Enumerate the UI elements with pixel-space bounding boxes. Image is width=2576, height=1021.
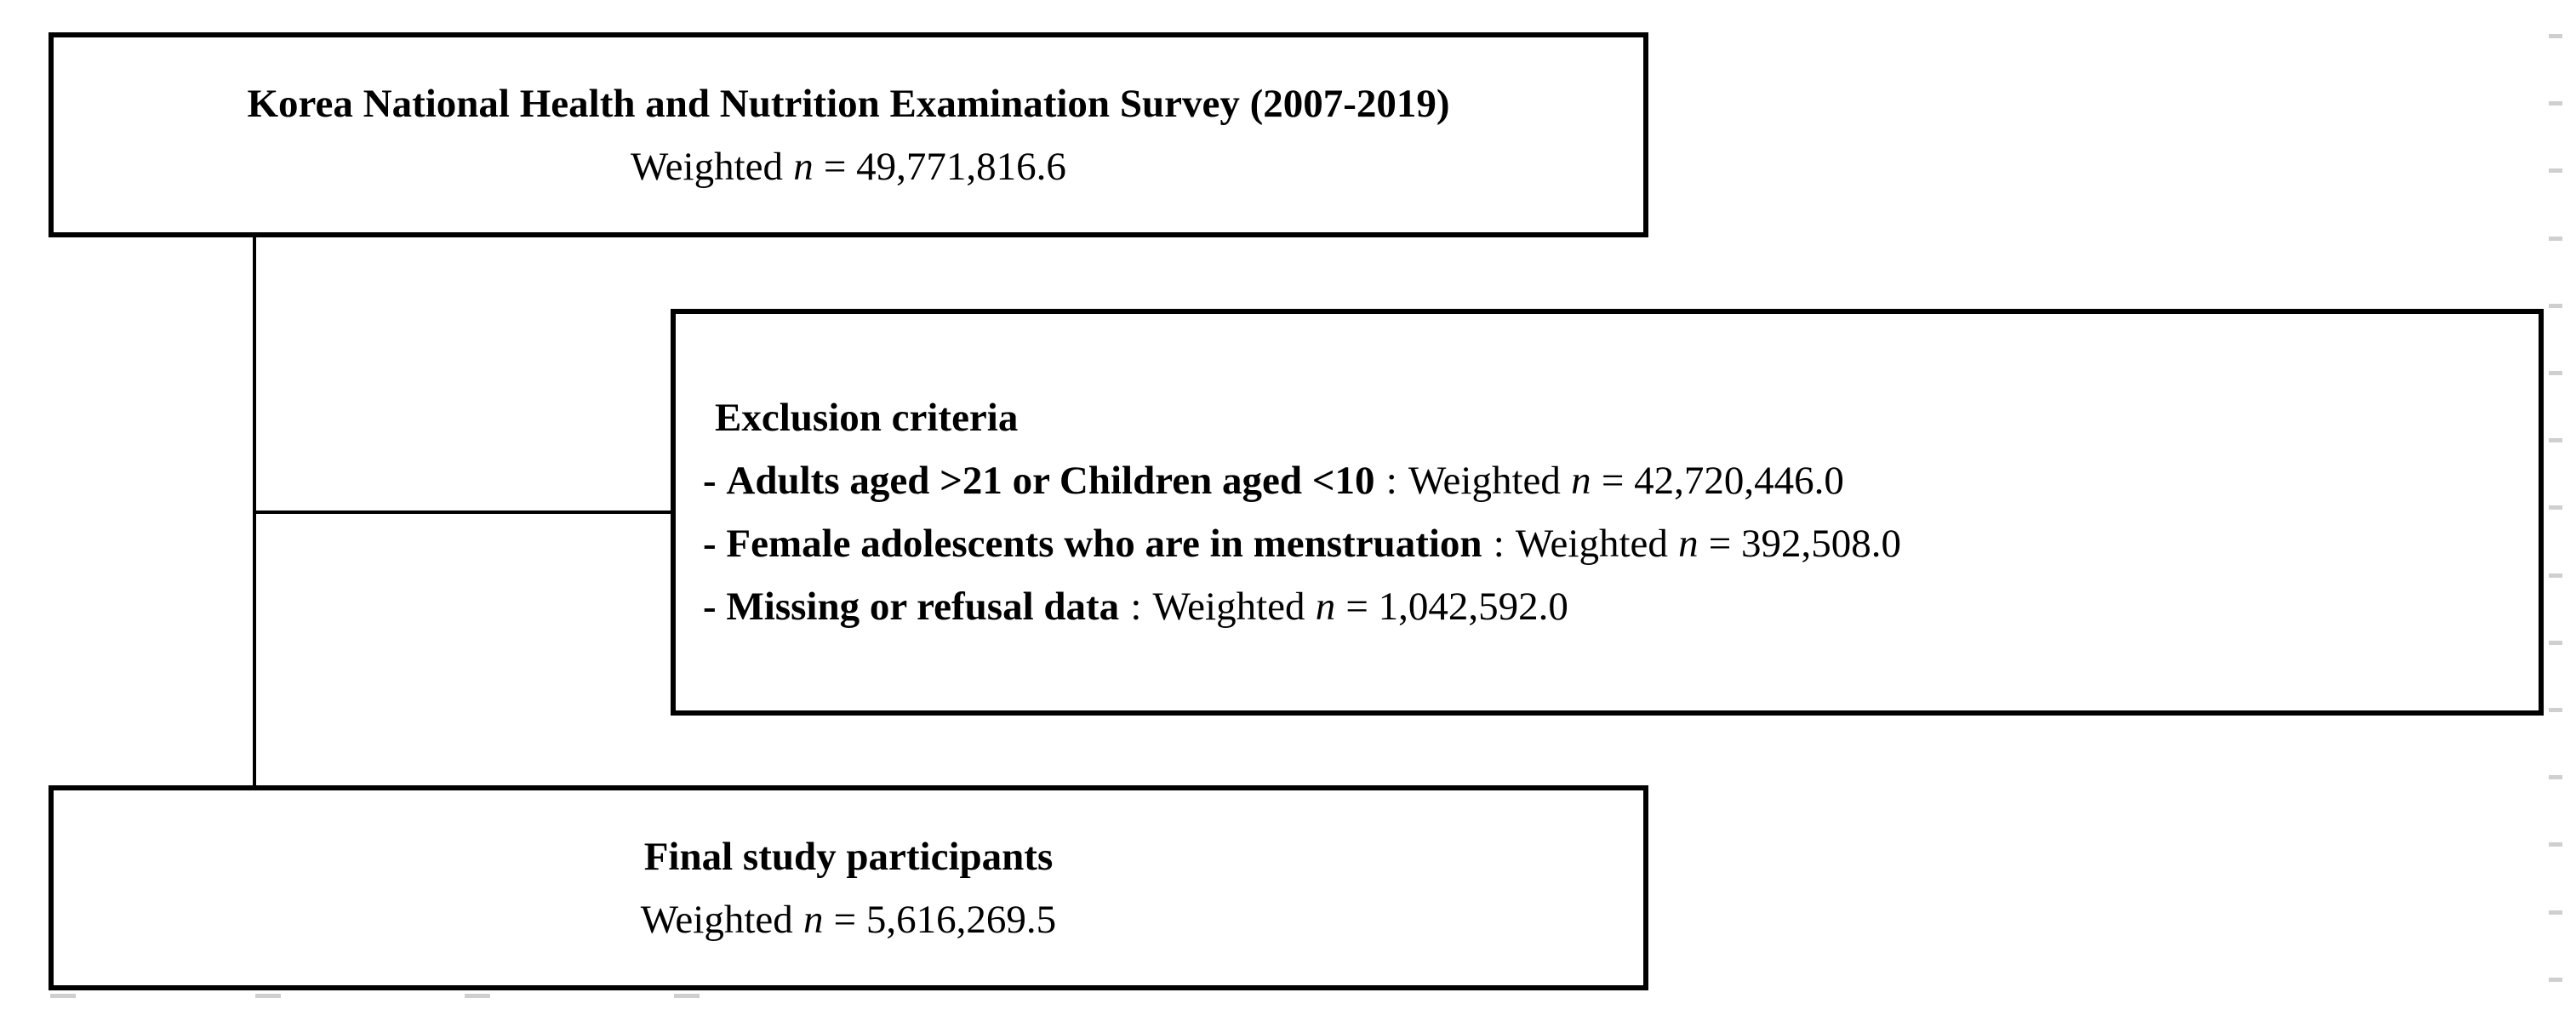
final-participants-box: Final study participants Weighted n = 5,61… — [49, 785, 1648, 990]
n-symbol: n — [793, 144, 814, 189]
weighted-value: = 392,508.0 — [1708, 522, 1902, 566]
exclusion-item-label: Female adolescents who are in menstruati… — [726, 522, 1482, 566]
page-edge-tick — [2549, 978, 2562, 982]
page-edge-tick — [465, 994, 490, 998]
connector-horizontal-line — [253, 510, 671, 514]
n-symbol: n — [1315, 585, 1336, 629]
page-edge-tick — [2549, 505, 2562, 510]
page-edge-tick — [2549, 34, 2562, 38]
weighted-label: Weighted — [631, 144, 783, 189]
page-edge-tick — [2549, 101, 2562, 106]
page-edge-tick — [674, 994, 700, 998]
page-edge-tick — [255, 994, 281, 998]
page-edge-tick — [50, 994, 76, 998]
exclusion-item-label: Missing or refusal data — [726, 585, 1120, 629]
page-edge-tick — [2549, 304, 2562, 308]
final-participants-weighted-n: Weighted n = 5,616,269.5 — [641, 888, 1056, 951]
bullet-dash: - — [703, 522, 717, 566]
page-edge-tick — [2549, 237, 2562, 241]
page-edge-tick — [2549, 371, 2562, 375]
page-edge-tick — [2549, 708, 2562, 712]
exclusion-item-label: Adults aged >21 or Children aged <10 — [726, 459, 1375, 503]
bullet-dash: - — [703, 585, 717, 629]
weighted-label: Weighted — [1515, 522, 1668, 566]
exclusion-item: - Adults aged >21 or Children aged <10: We… — [703, 449, 1844, 512]
exclusion-item: - Female adolescents who are in menstruat… — [703, 512, 1901, 575]
weighted-label: Weighted — [1152, 585, 1305, 629]
n-symbol: n — [803, 897, 824, 942]
colon-separator: : — [1130, 585, 1142, 629]
page-edge-tick — [2549, 168, 2562, 173]
colon-separator: : — [1493, 522, 1505, 566]
weighted-value: = 1,042,592.0 — [1345, 585, 1568, 629]
page-edge-tick — [2549, 775, 2562, 779]
weighted-value: = 5,616,269.5 — [833, 897, 1057, 942]
n-symbol: n — [1571, 459, 1591, 503]
weighted-label: Weighted — [640, 897, 793, 942]
page-edge-tick — [2549, 573, 2562, 578]
source-population-title: Korea National Health and Nutrition Exam… — [247, 81, 1450, 126]
final-participants-title: Final study participants — [643, 834, 1054, 879]
page-edge-tick — [2549, 842, 2562, 847]
n-symbol: n — [1678, 522, 1699, 566]
page-edge-tick — [2549, 641, 2562, 645]
page-edge-tick — [2549, 910, 2562, 915]
weighted-value: = 42,720,446.0 — [1601, 459, 1844, 503]
source-population-weighted-n: Weighted n = 49,771,816.6 — [631, 135, 1066, 198]
source-population-box: Korea National Health and Nutrition Exam… — [49, 32, 1648, 237]
exclusion-criteria-box: Exclusion criteria - Adults aged >21 or C… — [671, 309, 2544, 716]
weighted-value: = 49,771,816.6 — [823, 144, 1066, 189]
page-edge-tick — [2549, 438, 2562, 442]
exclusion-heading: Exclusion criteria — [715, 396, 1019, 440]
weighted-label: Weighted — [1408, 459, 1561, 503]
exclusion-item: - Missing or refusal data: Weighted n = 1,04… — [703, 575, 1568, 638]
bullet-dash: - — [703, 459, 717, 503]
colon-separator: : — [1385, 459, 1397, 503]
